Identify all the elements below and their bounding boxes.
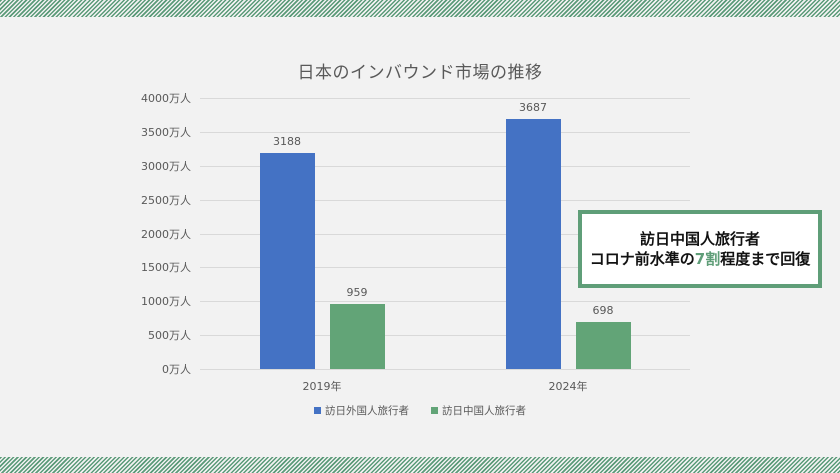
legend: 訪日外国人旅行者 訪日中国人旅行者 xyxy=(0,403,840,418)
legend-label: 訪日外国人旅行者 xyxy=(325,405,409,417)
y-tick-label: 3000万人 xyxy=(141,159,191,173)
x-tick-label: 2024年 xyxy=(548,380,588,393)
gridline xyxy=(200,165,690,167)
plot-area: 3188 959 3687 698 xyxy=(200,98,690,370)
y-tick-label: 0万人 xyxy=(162,363,191,376)
y-tick-label: 2500万人 xyxy=(141,193,191,207)
bottom-stripe-border xyxy=(0,457,840,473)
y-tick-label: 4000万人 xyxy=(141,92,191,105)
gridline xyxy=(200,301,690,303)
bar-foreign-2019年 xyxy=(259,153,315,369)
callout-line-2: コロナ前水準の7割程度まで回復 xyxy=(590,249,810,269)
chart-title: 日本のインバウンド市場の推移 xyxy=(297,63,543,83)
callout-text: 程度まで回復 xyxy=(720,250,811,268)
gridline xyxy=(200,131,690,133)
gridline xyxy=(200,335,690,337)
gridline xyxy=(200,369,690,370)
gridline xyxy=(200,98,690,99)
bar-chinese-2024年 xyxy=(575,321,631,369)
legend-swatch-green xyxy=(431,407,438,414)
gridline xyxy=(200,267,690,269)
data-label: 959 xyxy=(346,286,368,300)
gridline xyxy=(200,233,690,235)
bar-chinese-2019年 xyxy=(329,304,385,369)
top-stripe-border xyxy=(0,0,840,17)
legend-label: 訪日中国人旅行者 xyxy=(442,405,526,417)
y-tick-label: 1000万人 xyxy=(141,295,191,309)
data-label: 3687 xyxy=(519,101,547,115)
legend-item-chinese: 訪日中国人旅行者 xyxy=(431,403,526,418)
y-tick-label: 2000万人 xyxy=(141,227,191,241)
y-tick-label: 3500万人 xyxy=(141,125,191,139)
callout-highlight: 7割 xyxy=(694,250,721,268)
data-label: 698 xyxy=(592,303,614,317)
data-label: 3188 xyxy=(273,135,301,148)
callout-box: 訪日中国人旅行者 コロナ前水準の7割程度まで回復 xyxy=(578,210,822,288)
bar-foreign-2024年 xyxy=(505,119,561,369)
y-tick-label: 500万人 xyxy=(148,329,191,343)
y-tick-label: 1500万人 xyxy=(141,261,191,275)
x-tick-label: 2019年 xyxy=(302,380,342,393)
callout-line-1: 訪日中国人旅行者 xyxy=(639,230,760,248)
legend-item-foreign: 訪日外国人旅行者 xyxy=(314,403,409,418)
callout-text: コロナ前水準の xyxy=(589,250,695,268)
legend-swatch-blue xyxy=(314,407,321,414)
gridline xyxy=(200,199,690,201)
